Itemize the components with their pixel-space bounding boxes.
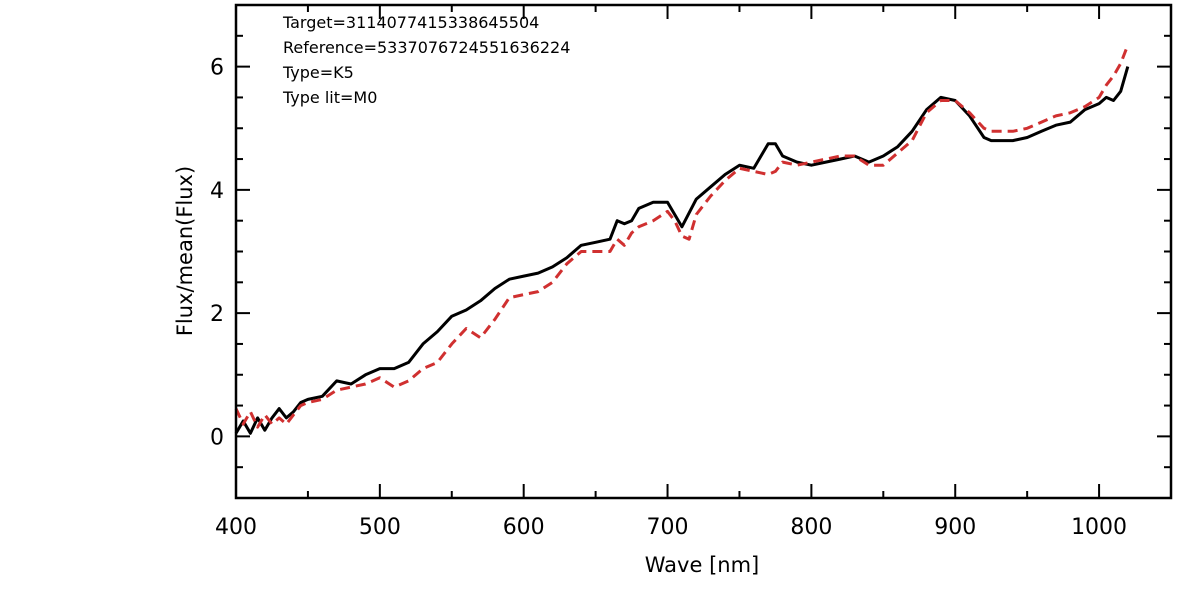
y-tick-label: 4 <box>210 179 224 204</box>
y-axis-title: Flux/mean(Flux) <box>173 166 197 336</box>
annotation-reference: Reference=5337076724551636224 <box>283 38 570 57</box>
tick-labels: 400 500 600 700 800 900 1000 0 2 4 6 <box>210 56 1127 540</box>
annotation-target: Target=3114077415338645504 <box>282 13 539 32</box>
annotation-type: Type=K5 <box>282 63 354 82</box>
data-layer <box>234 44 1130 435</box>
x-tick-label: 1000 <box>1071 515 1127 540</box>
x-axis-title: Wave [nm] <box>645 553 759 577</box>
y-tick-label: 6 <box>210 56 224 81</box>
x-tick-label: 500 <box>359 515 401 540</box>
annotation-type-lit: Type lit=M0 <box>282 88 377 107</box>
y-tick-label: 2 <box>210 302 224 327</box>
x-tick-label: 800 <box>790 515 832 540</box>
plot-frame <box>234 3 1173 500</box>
x-tick-label: 700 <box>647 515 689 540</box>
y-tick-label: 0 <box>210 425 224 450</box>
axis-ticks <box>235 4 1172 499</box>
x-tick-label: 900 <box>934 515 976 540</box>
x-tick-label: 600 <box>503 515 545 540</box>
series-line-reference <box>234 44 1130 429</box>
series-line-target <box>234 66 1130 435</box>
x-tick-label: 400 <box>215 515 257 540</box>
